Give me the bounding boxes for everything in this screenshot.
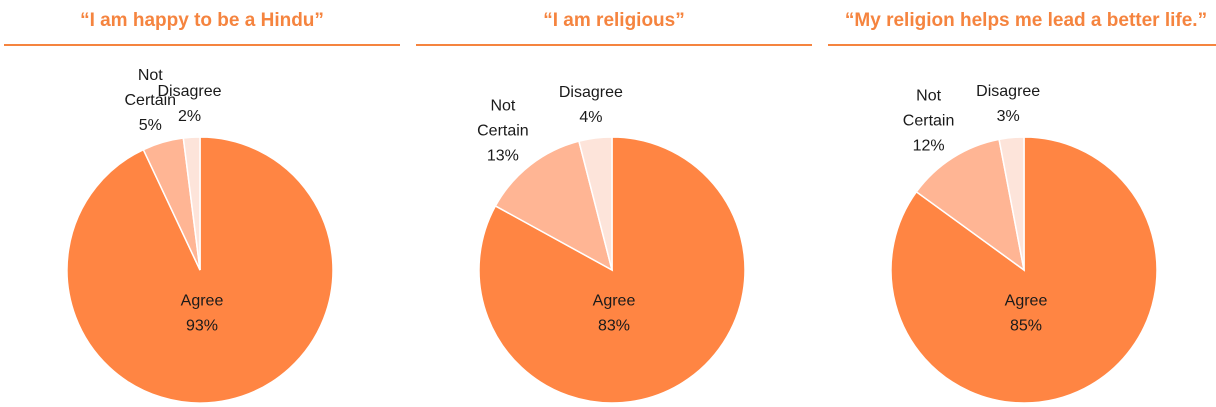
data-label-agree: Agree 83% bbox=[593, 293, 636, 335]
slice-value-label: 2% bbox=[178, 108, 201, 125]
slice-category-label: Agree bbox=[593, 293, 636, 310]
slice-category-label: Disagree bbox=[976, 83, 1040, 100]
slice-category-label: Disagree bbox=[559, 84, 623, 101]
pie-chart-better-life: Agree 85% Not Certain 12% Disagree 3% bbox=[890, 83, 1158, 404]
slice-category-label: Not bbox=[490, 97, 515, 114]
slice-value-label: 13% bbox=[487, 147, 519, 164]
pie-chart-happy-hindu: Agree 93% Not Certain 5% Disagree 2% bbox=[66, 67, 334, 404]
title-divider bbox=[828, 44, 1216, 46]
data-label-not-certain: Not Certain 13% bbox=[477, 97, 529, 164]
chart-title: “I am happy to be a Hindu” bbox=[80, 10, 324, 31]
data-label-disagree: Disagree 3% bbox=[976, 83, 1040, 125]
pie-slice-not-certain bbox=[915, 138, 1026, 272]
data-label-disagree: Disagree 4% bbox=[559, 84, 623, 126]
slice-category-label: Not bbox=[138, 67, 163, 84]
slice-category-label: Certain bbox=[125, 92, 177, 109]
chart-title: “My religion helps me lead a better life… bbox=[844, 10, 1208, 31]
title-divider bbox=[416, 44, 812, 46]
pie-slice-disagree bbox=[998, 136, 1025, 271]
pie-panel-happy-hindu: “I am happy to be a Hindu” Agree 93% Not Ce… bbox=[4, 0, 400, 407]
pie-slice-disagree bbox=[578, 136, 613, 271]
data-label-agree: Agree 93% bbox=[181, 293, 224, 335]
pie-slice-disagree bbox=[182, 136, 201, 271]
slice-value-label: 93% bbox=[186, 318, 218, 335]
data-label-disagree: Disagree 2% bbox=[157, 83, 221, 125]
pie-slice-not-certain bbox=[494, 140, 614, 272]
slice-category-label: Agree bbox=[181, 293, 224, 310]
slice-value-label: 12% bbox=[913, 138, 945, 155]
slice-category-label: Certain bbox=[477, 122, 529, 139]
slice-category-label: Certain bbox=[903, 113, 955, 130]
slice-value-label: 4% bbox=[579, 109, 602, 126]
slice-category-label: Not bbox=[916, 88, 941, 105]
pie-panel-better-life: “My religion helps me lead a better life… bbox=[828, 0, 1216, 407]
slice-category-label: Agree bbox=[1005, 293, 1048, 310]
chart-title: “I am religious” bbox=[543, 10, 685, 31]
pie-panel-religious: “I am religious” Agree 83% Not Certain 13% Di… bbox=[416, 0, 812, 407]
pie-chart-religious: Agree 83% Not Certain 13% Disagree 4% bbox=[477, 84, 746, 404]
slice-value-label: 85% bbox=[1010, 318, 1042, 335]
title-divider bbox=[4, 44, 400, 46]
data-label-not-certain: Not Certain 5% bbox=[125, 67, 177, 134]
slice-category-label: Disagree bbox=[157, 83, 221, 100]
slice-value-label: 83% bbox=[598, 318, 630, 335]
slice-value-label: 5% bbox=[139, 117, 162, 134]
slice-value-label: 3% bbox=[997, 108, 1020, 125]
data-label-agree: Agree 85% bbox=[1005, 293, 1048, 335]
data-label-not-certain: Not Certain 12% bbox=[903, 88, 955, 155]
